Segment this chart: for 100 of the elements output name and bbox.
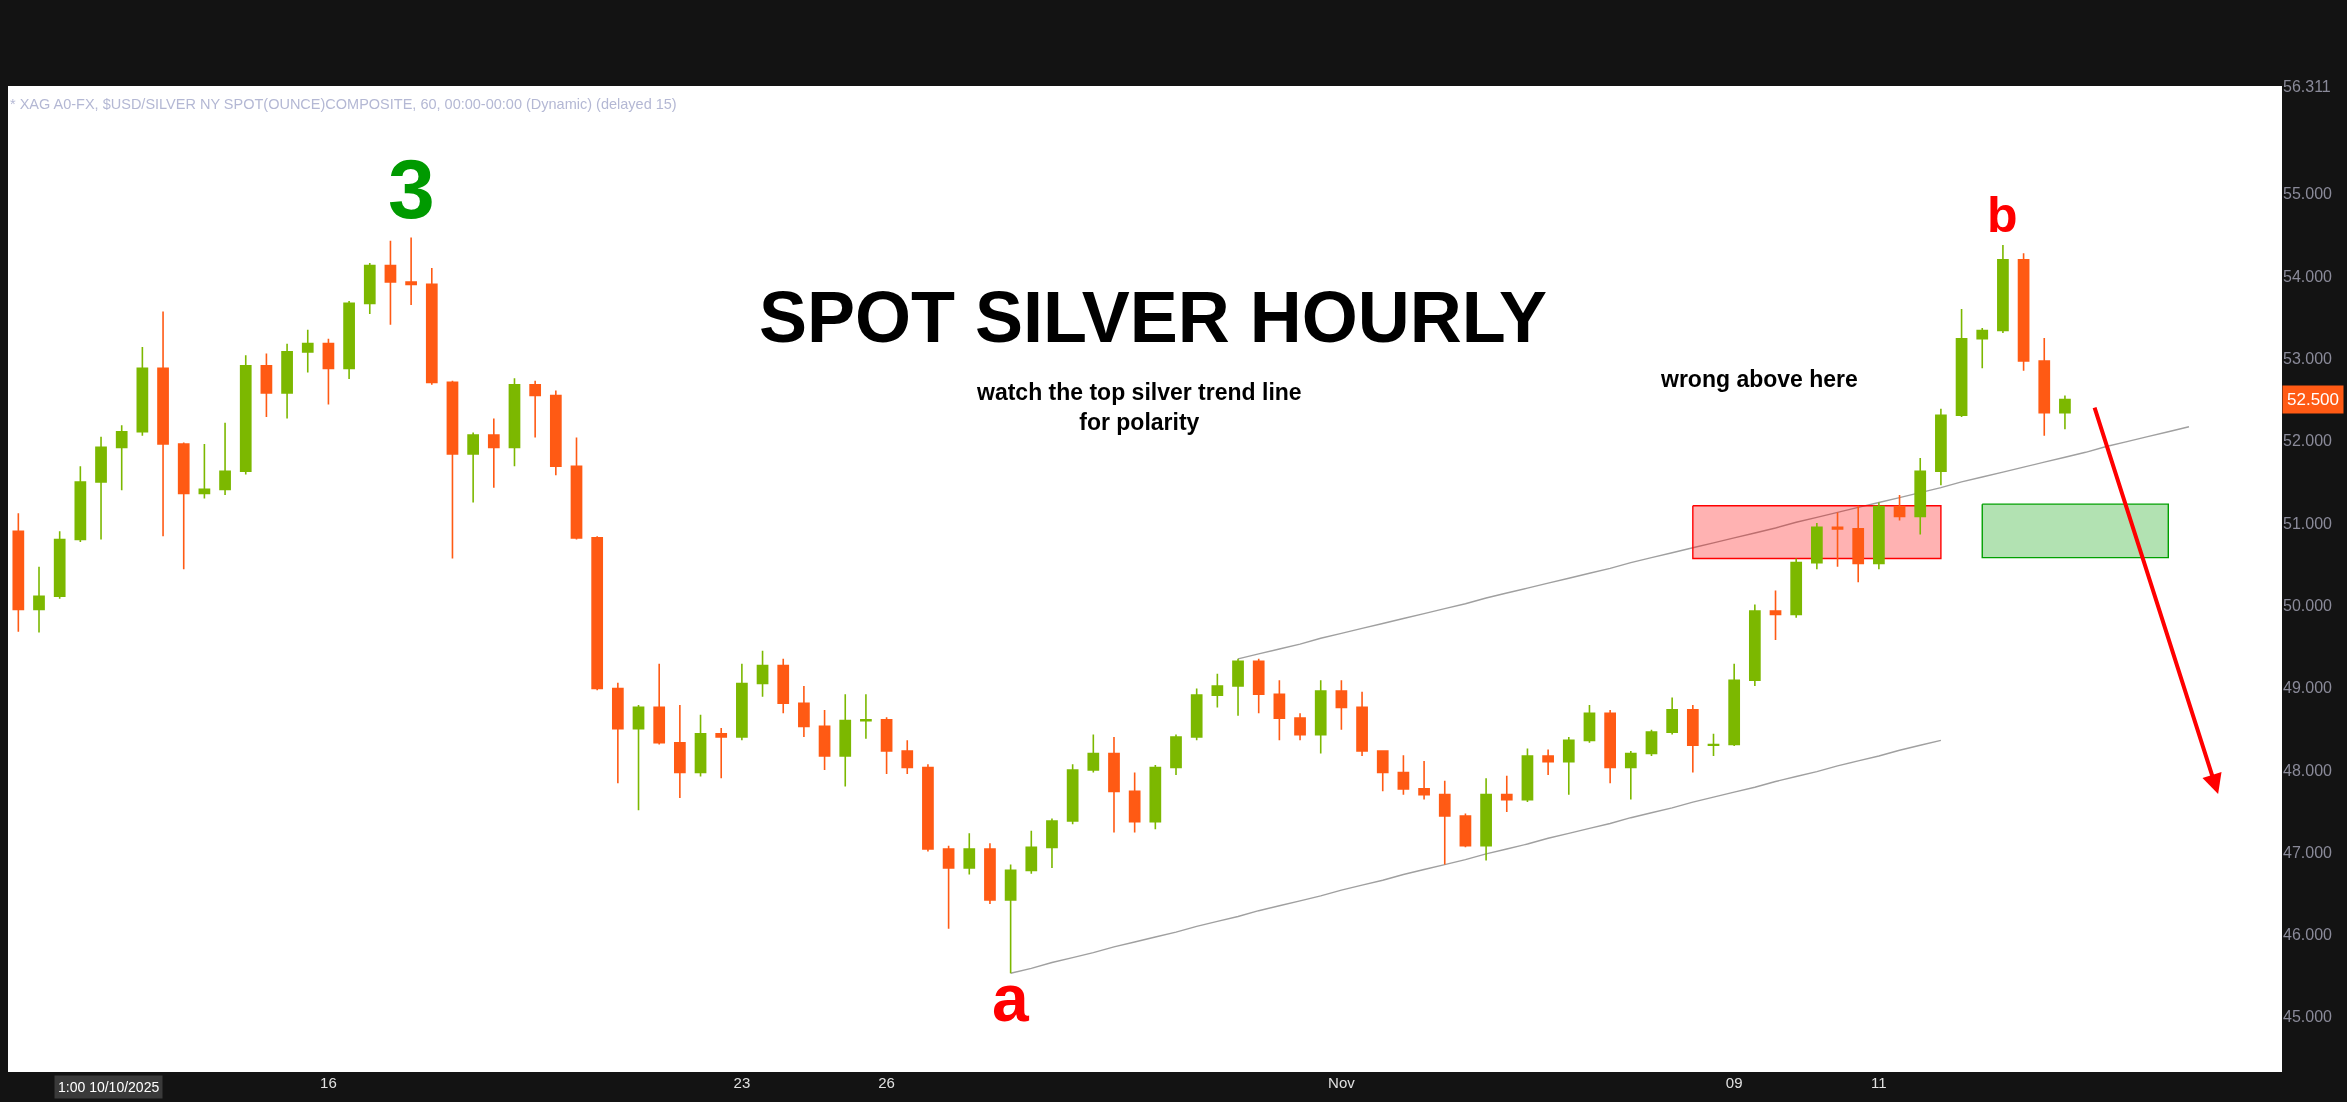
- candlestick: [611, 681, 624, 784]
- candlestick: [74, 465, 87, 543]
- candlestick: [1790, 557, 1803, 619]
- candlestick: [1108, 736, 1120, 834]
- candlestick: [405, 236, 417, 306]
- candlestick: [922, 763, 934, 853]
- candlestick: [177, 441, 190, 570]
- x-tick-label: 09: [1725, 1074, 1743, 1091]
- candlestick: [425, 267, 438, 386]
- annotation: a: [992, 961, 1030, 1035]
- candlestick: [1335, 679, 1348, 731]
- y-tick-label: 45.000: [2283, 1008, 2333, 1026]
- candlestick: [33, 565, 45, 634]
- x-tick-label: Nov: [1328, 1074, 1356, 1091]
- candlestick: [260, 352, 273, 418]
- candlestick: [756, 649, 769, 698]
- candlestick: [1769, 589, 1782, 641]
- candlestick: [384, 240, 397, 326]
- candlestick: [2038, 337, 2051, 437]
- candlestick: [1500, 774, 1513, 813]
- x-tick-label: 26: [878, 1074, 895, 1091]
- candlestick: [1294, 712, 1306, 742]
- candlestick: [115, 424, 128, 491]
- y-tick-label: 49.000: [2283, 679, 2333, 697]
- candlestick: [157, 310, 169, 538]
- candlestick: [198, 443, 211, 500]
- candlestick: [694, 714, 707, 778]
- candlestick: [1997, 244, 2009, 334]
- annotation: b: [1987, 187, 2018, 243]
- candlestick: [1562, 736, 1575, 796]
- candlestick: [1170, 733, 1182, 776]
- candlestick: [1914, 457, 1927, 536]
- annotation: 3: [388, 142, 435, 236]
- candlestick: [1976, 327, 1989, 370]
- text: 1:00 10/10/2025: [58, 1079, 160, 1095]
- annotation: wrong above here: [1660, 366, 1858, 392]
- y-tick-label: 52.000: [2283, 432, 2333, 450]
- candlestick: [674, 704, 686, 799]
- candlestick: [1397, 754, 1410, 796]
- candlestick: [1459, 812, 1472, 849]
- y-tick-label: 53.000: [2283, 350, 2333, 368]
- y-tick-label: 46.000: [2283, 926, 2333, 944]
- candlestick: [901, 739, 914, 775]
- candlestick: [1004, 863, 1017, 975]
- candlestick: [715, 727, 728, 779]
- candlestick: [1087, 733, 1100, 774]
- candlestick: [818, 709, 831, 771]
- candlestick: [95, 435, 107, 541]
- candlestick: [529, 379, 542, 439]
- candlestick: [570, 436, 583, 541]
- line-series: [1009, 739, 1942, 974]
- candlestick: [1728, 663, 1741, 747]
- y-tick-label: 48.000: [2283, 761, 2333, 779]
- candlestick: [12, 512, 25, 633]
- candlestick: [1521, 747, 1534, 803]
- candlestick: [301, 328, 314, 374]
- candlestick: [1542, 748, 1554, 776]
- candlestick: [1811, 522, 1823, 570]
- candlestick: [1438, 779, 1451, 866]
- candlestick: [1645, 728, 1658, 757]
- candlestick: [1624, 750, 1637, 801]
- candlestick: [2059, 394, 2071, 431]
- candlestick: [1356, 690, 1368, 757]
- candlestick: [322, 337, 335, 406]
- y-tick-label: 55.000: [2283, 185, 2333, 203]
- candlestick: [1831, 511, 1844, 568]
- candlestick: [736, 663, 748, 742]
- candlestick: [591, 535, 604, 691]
- candlestick: [1149, 764, 1162, 831]
- x-tick-label: 16: [320, 1074, 337, 1091]
- candlestick: [1025, 830, 1038, 875]
- candlestick: [53, 530, 66, 600]
- candlestick: [1873, 501, 1885, 570]
- candlestick: [1232, 658, 1244, 717]
- candlestick: [363, 262, 376, 315]
- candlestick: [1046, 817, 1058, 869]
- x-tick-label: 11: [1871, 1074, 1887, 1091]
- candlestick: [1935, 407, 1947, 487]
- candlestick: [508, 377, 521, 468]
- candlestick: [1604, 709, 1616, 784]
- candlestick: [219, 421, 231, 496]
- candlestick: [1686, 704, 1699, 774]
- y-tick-label: 56.311: [2283, 77, 2331, 95]
- candlestick: [136, 346, 149, 437]
- candlestick: [798, 685, 810, 738]
- text: SPOT SILVER HOURLY: [759, 277, 1548, 358]
- candlestick: [942, 844, 955, 930]
- candlestick: [281, 342, 293, 420]
- candlestick: [467, 431, 479, 504]
- y-tick-label: 47.000: [2283, 843, 2333, 861]
- candlestick: [1480, 777, 1492, 862]
- candlestick: [984, 842, 996, 905]
- candlestick: [1376, 749, 1389, 793]
- candlestick: [1190, 687, 1203, 742]
- candlestick: [1211, 672, 1224, 709]
- candlestick: [1066, 763, 1079, 826]
- candlestick: [1314, 679, 1327, 755]
- candlestick: [1583, 704, 1596, 744]
- candlestick: [1128, 771, 1141, 834]
- candlestick: [880, 716, 893, 775]
